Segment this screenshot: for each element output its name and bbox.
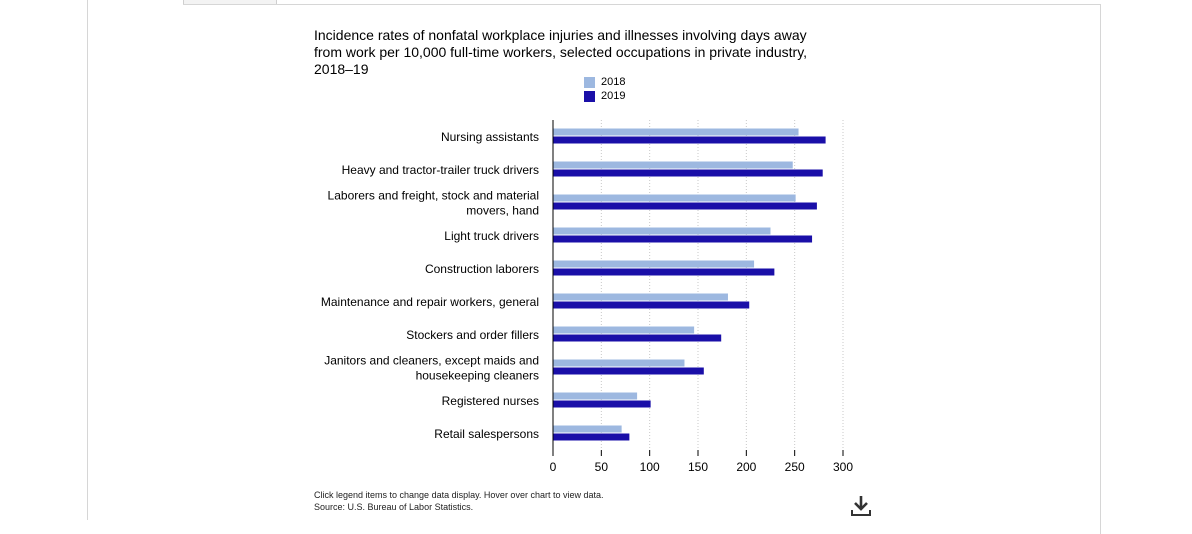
bar-2018-10[interactable] [553, 425, 622, 433]
bar-chart[interactable]: Nursing assistants Heavy and tractor-trai… [0, 0, 1192, 520]
bar-2018-4[interactable] [553, 227, 771, 235]
bar-2019-6[interactable] [553, 301, 750, 309]
category-label: Stockers and order fillers [406, 328, 539, 342]
category-label: Retail salespersons [434, 427, 539, 441]
bar-2019-1[interactable] [553, 136, 826, 144]
bar-2018-9[interactable] [553, 392, 638, 400]
x-tick-label: 150 [688, 460, 708, 474]
category-label: Heavy and tractor-trailer truck drivers [342, 163, 539, 177]
x-tick-label: 100 [640, 460, 660, 474]
category-label: movers, hand [466, 204, 539, 218]
bar-2018-7[interactable] [553, 326, 695, 334]
bar-2019-4[interactable] [553, 235, 813, 243]
interaction-note: Click legend items to change data displa… [314, 490, 604, 500]
bar-2019-5[interactable] [553, 268, 775, 276]
x-tick-label: 300 [833, 460, 853, 474]
x-tick-label: 50 [595, 460, 609, 474]
legend-item-2019[interactable]: 2019 [584, 90, 625, 103]
category-label: Laborers and freight, stock and material [328, 189, 539, 203]
chart-panel [183, 4, 1101, 534]
bar-2018-5[interactable] [553, 260, 755, 268]
bar-2019-10[interactable] [553, 433, 630, 441]
legend-swatch-2019 [584, 91, 595, 102]
bar-2018-8[interactable] [553, 359, 685, 367]
bar-2019-7[interactable] [553, 334, 722, 342]
x-tick-label: 0 [550, 460, 557, 474]
source-note: Source: U.S. Bureau of Labor Statistics. [314, 502, 474, 512]
chart-notes: Click legend items to change data displa… [314, 489, 603, 513]
category-label: Construction laborers [425, 262, 539, 276]
category-label: Light truck drivers [444, 229, 539, 243]
bar-2019-8[interactable] [553, 367, 704, 375]
legend-label-2019: 2019 [601, 90, 626, 102]
bar-2019-3[interactable] [553, 202, 817, 210]
bar-2018-6[interactable] [553, 293, 728, 301]
bar-2018-2[interactable] [553, 161, 793, 169]
category-label: Nursing assistants [441, 130, 539, 144]
legend-item-2018[interactable]: 2018 [584, 76, 625, 89]
legend-label-2018: 2018 [601, 76, 626, 88]
category-label: Janitors and cleaners, except maids and [324, 354, 539, 368]
bar-2018-1[interactable] [553, 128, 799, 136]
category-label: Maintenance and repair workers, general [321, 295, 539, 309]
category-label: housekeeping cleaners [416, 369, 539, 383]
x-tick-label: 250 [785, 460, 805, 474]
chart-title: Incidence rates of nonfatal workplace in… [314, 27, 808, 77]
x-tick-label: 200 [736, 460, 756, 474]
download-icon[interactable] [849, 494, 873, 518]
category-label: Registered nurses [442, 394, 539, 408]
page-left-border [87, 0, 88, 520]
bar-2018-3[interactable] [553, 194, 796, 202]
bar-2019-2[interactable] [553, 169, 823, 177]
bar-2019-9[interactable] [553, 400, 651, 408]
legend-swatch-2018 [584, 77, 595, 88]
chart-legend: 2018 2019 [584, 76, 625, 104]
